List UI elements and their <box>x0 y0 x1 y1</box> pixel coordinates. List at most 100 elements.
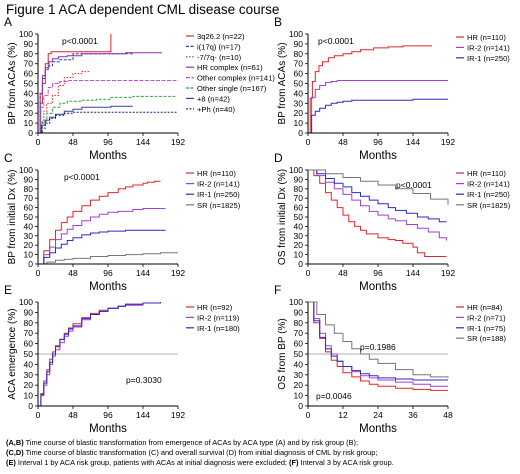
y-tick-label: 70 <box>294 193 304 203</box>
caption-line-3: (E) Interval 1 by ACA risk group, patien… <box>6 458 518 468</box>
legend-label: HR (n=110) <box>467 169 506 178</box>
y-tick-label: 100 <box>19 297 33 307</box>
figure-title: Figure 1 ACA dependent CML disease cours… <box>6 2 280 17</box>
p-value-annotation: p=0.0046 <box>316 391 352 401</box>
series-line <box>38 208 166 265</box>
caption-text: Interval 1 by ACA risk group, patients w… <box>15 458 290 468</box>
y-tick-label: 90 <box>24 39 34 49</box>
caption-text: Interval 3 by ACA risk group. <box>298 458 394 468</box>
series-line <box>38 180 161 265</box>
x-tick-label: 48 <box>338 137 348 147</box>
series-line <box>308 80 448 134</box>
x-axis-label: Months <box>359 150 397 162</box>
y-tick-label: 10 <box>294 118 304 128</box>
y-tick-label: 60 <box>294 69 304 79</box>
legend-label: SR (n=188) <box>467 334 507 343</box>
y-tick-label: 10 <box>24 250 34 260</box>
x-tick-label: 144 <box>406 268 420 278</box>
y-tick-label: 40 <box>24 359 34 369</box>
x-tick-label: 0 <box>306 410 311 420</box>
x-tick-label: 96 <box>103 137 113 147</box>
y-tick-label: 60 <box>294 339 304 349</box>
legend-label: IR-2 (n=141) <box>197 180 240 189</box>
series-line <box>38 95 177 134</box>
p-value-annotation: p<0.0001 <box>318 36 354 46</box>
legend-label: -7/7q- (n=10) <box>197 53 242 62</box>
x-tick-label: 36 <box>408 410 418 420</box>
series-line <box>308 169 447 257</box>
y-tick-label: 20 <box>294 240 304 250</box>
y-tick-label: 10 <box>24 118 34 128</box>
x-tick-label: 48 <box>443 410 453 420</box>
y-tick-label: 70 <box>24 193 34 203</box>
panel-letter: D <box>274 151 283 165</box>
y-tick-label: 20 <box>24 240 34 250</box>
caption-bold: (C,D) <box>6 448 24 458</box>
x-axis-label: Months <box>89 281 127 293</box>
y-tick-label: 90 <box>24 307 34 317</box>
p-value-annotation: p=0.1986 <box>360 342 396 352</box>
x-tick-label: 48 <box>68 137 78 147</box>
y-tick-label: 100 <box>289 29 303 39</box>
y-axis-label: BP from initial Dx (%) <box>7 170 18 265</box>
series-line <box>38 252 178 265</box>
legend-label: HR (n=92) <box>197 303 233 312</box>
caption-text: Time course of blastic transformation (C… <box>23 448 378 458</box>
y-tick-label: 0 <box>28 259 33 269</box>
y-tick-label: 30 <box>24 98 34 108</box>
y-tick-label: 10 <box>24 391 34 401</box>
x-tick-label: 12 <box>338 410 348 420</box>
series-line <box>38 111 177 134</box>
y-tick-label: 80 <box>294 318 304 328</box>
x-tick-label: 0 <box>36 268 41 278</box>
y-tick-label: 30 <box>294 98 304 108</box>
y-tick-label: 30 <box>294 370 304 380</box>
x-tick-label: 96 <box>373 137 383 147</box>
caption-line-2: (C,D) Time course of blastic transformat… <box>6 448 518 458</box>
y-tick-label: 30 <box>294 231 304 241</box>
y-tick-label: 40 <box>24 88 34 98</box>
legend-label: SR (n=1825) <box>197 201 241 210</box>
series-line <box>38 80 177 134</box>
x-tick-label: 144 <box>136 137 150 147</box>
y-tick-label: 40 <box>24 221 34 231</box>
panel-letter: A <box>4 15 12 29</box>
y-tick-label: 70 <box>24 59 34 69</box>
y-tick-label: 20 <box>24 380 34 390</box>
x-tick-label: 0 <box>306 268 311 278</box>
panel-letter: C <box>4 151 13 165</box>
series-line <box>308 169 447 223</box>
y-tick-label: 60 <box>24 203 34 213</box>
y-axis-label: BP from ACAs (%) <box>277 42 288 124</box>
y-tick-label: 40 <box>294 88 304 98</box>
y-tick-label: 50 <box>294 212 304 222</box>
y-tick-label: 20 <box>24 108 34 118</box>
y-tick-label: 60 <box>294 203 304 213</box>
x-tick-label: 192 <box>441 268 455 278</box>
p-value-annotation: p<0.0001 <box>64 172 100 182</box>
legend-label: IR-2 (n=71) <box>467 313 506 322</box>
series-line <box>308 169 449 205</box>
x-tick-label: 96 <box>103 410 113 420</box>
y-tick-label: 50 <box>294 349 304 359</box>
y-tick-label: 20 <box>294 108 304 118</box>
series-line <box>38 229 166 265</box>
legend-label: HR (n=110) <box>197 169 236 178</box>
x-axis-label: Months <box>359 281 397 293</box>
y-tick-label: 100 <box>289 297 303 307</box>
caption-text: Time course of blastic transformation fr… <box>23 438 359 447</box>
x-tick-label: 192 <box>171 268 185 278</box>
p-value-annotation: p<0.0001 <box>62 36 98 46</box>
y-axis-label: ACA emergence (%) <box>7 308 18 399</box>
x-tick-label: 24 <box>373 410 383 420</box>
caption-bold: (E) <box>6 458 16 468</box>
y-tick-label: 40 <box>294 221 304 231</box>
y-tick-label: 100 <box>19 165 33 175</box>
x-tick-label: 144 <box>406 137 420 147</box>
series-line <box>308 301 448 391</box>
legend-label: Other complex (n=141) <box>197 74 275 83</box>
y-tick-label: 80 <box>24 184 34 194</box>
